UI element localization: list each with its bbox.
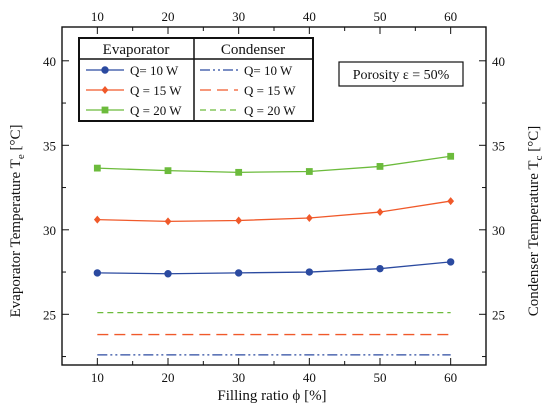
x-tick-label-bottom: 40 [303, 370, 316, 385]
x-tick-label-bottom: 30 [232, 370, 245, 385]
legend-label: Q = 20 W [244, 103, 296, 118]
legend-label: Q = 20 W [130, 103, 182, 118]
series-evaporator-2 [93, 152, 455, 176]
x-tick-label-top: 20 [162, 9, 175, 24]
data-point [93, 164, 101, 172]
data-point [234, 269, 243, 277]
data-point [235, 168, 243, 176]
y-tick-label-left: 30 [43, 223, 56, 238]
legend-evaporator-header: Evaporator [103, 42, 170, 58]
data-point [447, 197, 455, 206]
x-tick-label-top: 30 [232, 9, 245, 24]
x-tick-label-bottom: 10 [91, 370, 104, 385]
legend-entries: Q= 10 W Q = 15 W Q = 20 W Q= 10 W Q = 15 W Q … [86, 63, 296, 118]
y-axis-left-title: Evaporator Temperature Te [°C] [8, 125, 27, 318]
series-evaporator-0 [93, 258, 455, 278]
y-axis-right-title-main: Condenser Temperature T [526, 160, 542, 316]
series-line [97, 261, 451, 275]
series-evaporator-1 [93, 197, 455, 226]
legend-box [78, 37, 314, 122]
series-line [97, 200, 451, 223]
x-tick-label-bottom: 60 [444, 370, 457, 385]
data-point [93, 269, 102, 277]
data-point [235, 216, 243, 225]
data-point [164, 167, 172, 175]
data-point [446, 258, 455, 266]
y-tick-label-right: 25 [492, 307, 505, 322]
y-axis-left-title-sub: e [15, 154, 27, 159]
y-tick-label-left: 35 [43, 138, 56, 153]
y-axis-right-title-unit: [°C] [526, 126, 542, 156]
x-tick-label-top: 50 [374, 9, 387, 24]
x-tick-label-bottom: 50 [374, 370, 387, 385]
series-line [97, 155, 451, 173]
data-point [305, 168, 313, 175]
data-point [376, 208, 384, 217]
legend: Evaporator Condenser Q= 10 W Q = 15 W Q = … [78, 37, 314, 122]
y-axis-left-title-unit: [°C] [8, 125, 24, 155]
porosity-annotation-text: Porosity ε = 50% [353, 68, 450, 83]
data-point [164, 270, 172, 278]
y-axis-right-title: Condenser Temperature Tc [°C] [526, 126, 545, 317]
y-tick-label-right: 35 [492, 138, 505, 153]
data-point [305, 268, 314, 276]
series-layer [93, 152, 455, 356]
porosity-annotation-box [338, 61, 464, 87]
data-point [376, 163, 384, 170]
porosity-annotation: Porosity ε = 50% [338, 61, 464, 87]
y-axis-right-title-sub: c [533, 155, 545, 160]
ticks-layer: 10 10 20 20 30 30 40 40 50 50 60 60 25 25 30 30 35 35 40 40 [43, 9, 505, 385]
legend-swatch-marker [101, 66, 109, 74]
data-point [164, 217, 172, 226]
legend-swatch-marker [101, 86, 109, 94]
data-point [376, 264, 384, 273]
legend-label: Q = 15 W [130, 83, 182, 98]
legend-label: Q= 10 W [130, 63, 179, 78]
legend-label: Q = 15 W [244, 83, 296, 98]
data-point [305, 213, 313, 222]
x-tick-label-top: 60 [444, 9, 457, 24]
x-axis-title: Filling ratio ϕ [%] [217, 388, 326, 404]
y-tick-label-left: 25 [43, 307, 56, 322]
y-tick-label-right: 40 [492, 54, 505, 69]
data-point [447, 152, 455, 160]
data-point [93, 215, 101, 224]
y-tick-label-right: 30 [492, 223, 505, 238]
x-tick-label-top: 10 [91, 9, 104, 24]
y-axis-left-title-main: Evaporator Temperature T [8, 159, 24, 317]
x-tick-label-top: 40 [303, 9, 316, 24]
legend-label: Q= 10 W [244, 63, 293, 78]
x-tick-label-bottom: 20 [162, 370, 175, 385]
legend-swatch-marker [101, 106, 109, 114]
legend-condenser-header: Condenser [221, 42, 285, 58]
y-tick-label-left: 40 [43, 54, 56, 69]
